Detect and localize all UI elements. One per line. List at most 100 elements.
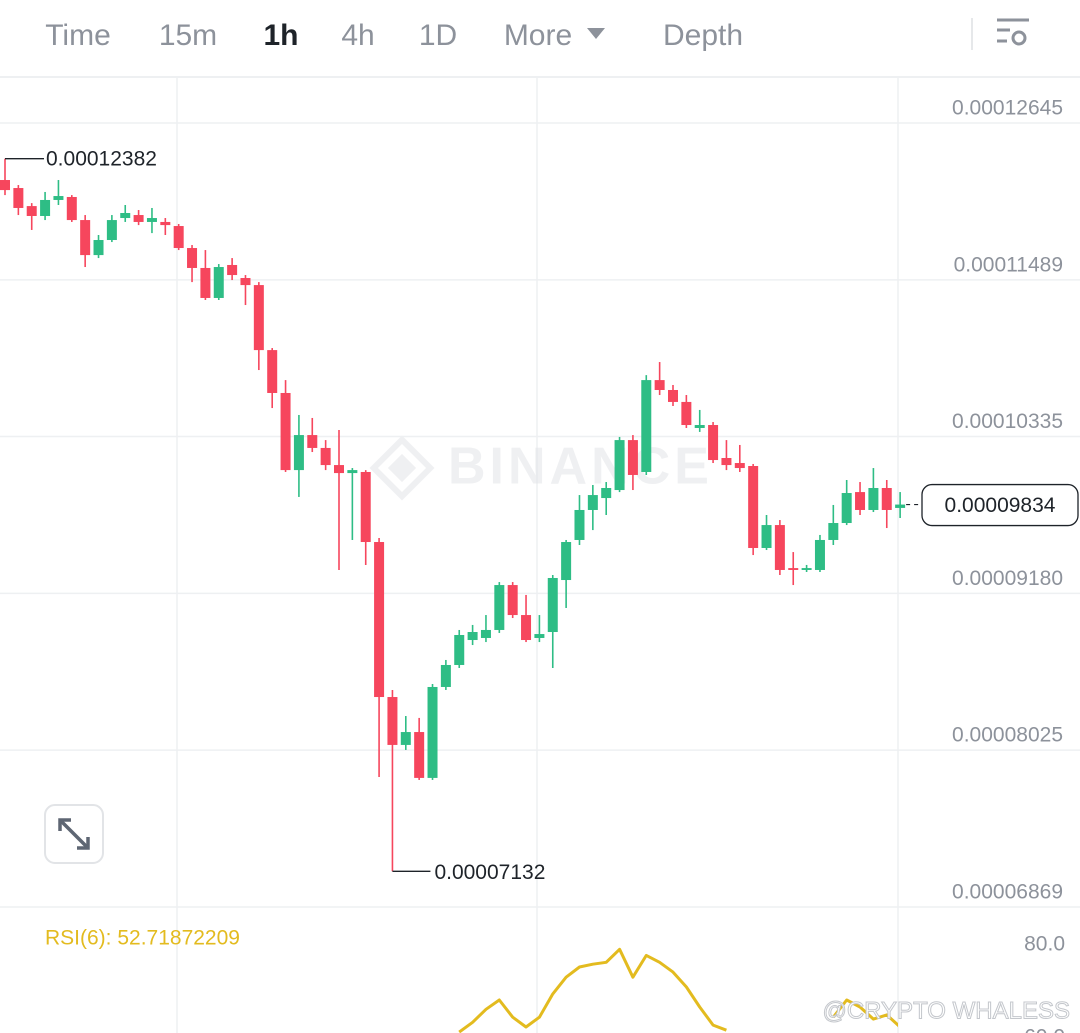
candle-body [133, 215, 144, 222]
candle-body [93, 240, 104, 256]
candle-body [307, 435, 318, 448]
candle-body [668, 389, 678, 402]
candle-body [801, 568, 812, 570]
candle-body [521, 615, 532, 641]
candle-body [66, 196, 77, 221]
candle-body [467, 632, 478, 641]
candle-body [507, 585, 518, 616]
candle-body [708, 425, 719, 461]
tab[interactable]: Depth [663, 19, 743, 52]
candle-body [614, 440, 625, 491]
candle-body [187, 248, 198, 268]
rsi-line [458, 947, 898, 1033]
candle-body [881, 487, 892, 510]
candle-body [654, 380, 665, 390]
tab[interactable]: 1D [419, 19, 457, 52]
candle-body [814, 539, 825, 570]
current-price-label: 0.00009834 [945, 494, 1056, 517]
candle-body [761, 525, 772, 548]
candle-body [253, 285, 264, 351]
candle-body [0, 180, 10, 191]
y-tick-label: 0.00009180 [952, 567, 1063, 590]
y-tick-label: 0.00012645 [952, 97, 1063, 120]
candle-body [26, 206, 37, 216]
candle-body [374, 542, 385, 698]
candle-body [213, 267, 224, 298]
candle-body [160, 221, 171, 226]
candle-body [106, 220, 117, 241]
y-tick-label: 0.00008025 [952, 724, 1063, 747]
candle-body [774, 525, 785, 570]
y-tick-label: 60.0 [1024, 1026, 1065, 1033]
grid: 0.00012645 0.00011489 0.00010335 0.00009180… [0, 97, 1080, 908]
candle-body [547, 577, 558, 633]
candle-body [53, 196, 64, 200]
low-price-label: 0.00007132 [434, 861, 545, 884]
candle-body [280, 392, 291, 471]
candle-body [574, 509, 585, 540]
credit-watermark: @CRYPTO WHALESS [822, 997, 1070, 1024]
candle-body [694, 425, 705, 429]
candle-body [480, 629, 491, 638]
indicator-label: RSI(6): 52.71872209 [45, 927, 240, 950]
candle-body [561, 542, 572, 581]
candle-body [387, 697, 398, 745]
dropdown-arrow[interactable] [587, 28, 605, 39]
candle-body [868, 487, 879, 510]
watermark-text: BINANCE [448, 438, 713, 496]
watermark: BINANCE [369, 435, 713, 501]
candle-body [240, 278, 251, 286]
candle-body [440, 664, 451, 687]
candle-body [855, 492, 866, 510]
candle-body [360, 471, 371, 543]
candle-body [267, 350, 278, 393]
y-tick-label: 0.00010335 [952, 410, 1063, 433]
tab[interactable]: 4h [341, 19, 374, 52]
candle-body [227, 264, 238, 276]
candle-body [427, 686, 438, 778]
candle-body [293, 435, 304, 471]
candle-body [587, 495, 598, 510]
candle-body [627, 440, 638, 475]
candle-body [748, 466, 759, 548]
candle-body [494, 585, 505, 630]
candle-body [641, 380, 652, 472]
candle-body [454, 634, 465, 665]
tab[interactable]: Time [45, 19, 111, 52]
tab[interactable]: 15m [159, 19, 217, 52]
candle-body [80, 220, 91, 256]
candle-body [13, 188, 24, 208]
tab[interactable]: More [504, 19, 572, 52]
settings-icon[interactable] [997, 18, 1029, 46]
candle-body [146, 218, 157, 222]
tab[interactable]: 1h [263, 19, 298, 52]
candle-body [173, 226, 184, 249]
candle-body [414, 732, 425, 778]
y-tick-label: 0.00006869 [952, 881, 1063, 904]
price-box [921, 483, 1079, 527]
candles [0, 158, 906, 872]
candle-body [788, 568, 799, 570]
annotations: 0.00012382 0.00007132 0.00009834 [5, 147, 1079, 884]
candle-body [400, 732, 411, 745]
candle-body [334, 465, 344, 474]
toolbar: Time 15m 1h 4h 1D More Depth [0, 18, 1080, 78]
candle-body [200, 267, 211, 298]
candle-body [721, 457, 732, 466]
candle-body [681, 401, 692, 426]
candle-body [320, 447, 331, 466]
expand-button[interactable] [44, 804, 104, 864]
rsi-panel [458, 947, 898, 1033]
candle-body [347, 470, 358, 474]
candle-body [534, 634, 545, 638]
high-price-label: 0.00012382 [46, 147, 157, 170]
candle-body [40, 199, 51, 216]
candle-body [828, 523, 839, 540]
candle-body [841, 493, 852, 524]
candle-body [120, 213, 131, 219]
y-tick-label: 0.00011489 [954, 253, 1063, 276]
candle-body [895, 504, 906, 508]
candle-body [734, 463, 745, 469]
